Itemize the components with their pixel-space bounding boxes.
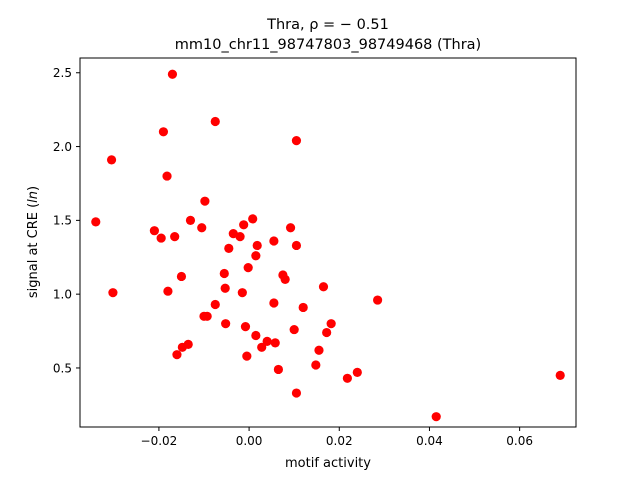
y-tick-label: 1.5 — [53, 214, 72, 228]
data-point — [172, 350, 182, 360]
data-point — [221, 319, 231, 329]
data-point — [240, 322, 251, 332]
plot-frame — [79, 57, 577, 428]
x-tick-label: 0.02 — [326, 434, 353, 448]
data-point — [291, 388, 302, 398]
x-tick-label: 0.00 — [236, 434, 263, 448]
data-point — [298, 302, 308, 313]
data-point — [262, 336, 272, 346]
data-point — [269, 236, 279, 246]
data-point — [248, 214, 258, 224]
x-tick-label: 0.06 — [506, 434, 533, 448]
data-point — [162, 171, 172, 181]
data-point — [251, 251, 261, 261]
data-point — [220, 283, 230, 293]
data-point — [273, 364, 283, 375]
y-tick-label: 2.0 — [53, 140, 72, 154]
data-point — [555, 370, 565, 380]
data-point — [183, 339, 193, 349]
data-point — [200, 196, 210, 206]
data-point — [149, 226, 159, 236]
data-point — [291, 136, 302, 146]
data-point — [210, 299, 220, 310]
data-point — [167, 69, 178, 79]
data-point — [342, 373, 352, 383]
data-point — [352, 367, 362, 377]
data-point — [311, 360, 321, 370]
data-point — [156, 233, 166, 243]
data-point — [431, 412, 441, 422]
data-point — [158, 127, 169, 137]
data-point — [106, 155, 117, 165]
points-layer — [91, 69, 565, 422]
data-point — [108, 288, 118, 298]
data-point — [326, 319, 336, 329]
data-point — [252, 240, 262, 251]
chart-title-line1: Thra, ρ = − 0.51 — [266, 17, 389, 33]
x-axis-label: motif activity — [285, 456, 371, 471]
chart-title-line2: mm10_chr11_98747803_98749468 (Thra) — [175, 37, 481, 53]
x-ticks: −0.02 0.00 0.02 0.04 0.06 — [141, 427, 533, 448]
y-tick-label: 2.5 — [53, 66, 72, 80]
data-point — [210, 116, 220, 127]
data-point — [219, 268, 229, 279]
data-point — [314, 345, 324, 355]
data-point — [291, 240, 302, 251]
x-tick-label: 0.04 — [416, 434, 443, 448]
data-point — [251, 330, 261, 341]
data-point — [91, 217, 101, 227]
data-point — [289, 324, 299, 335]
data-point — [170, 232, 180, 242]
x-tick-label: −0.02 — [141, 434, 178, 448]
data-point — [269, 298, 279, 308]
data-point — [243, 262, 253, 273]
y-axis-label: signal at CRE (ln) — [26, 186, 41, 298]
data-point — [322, 327, 332, 338]
data-point — [163, 286, 173, 296]
data-point — [270, 338, 280, 348]
data-point — [235, 232, 245, 242]
data-point — [280, 274, 290, 284]
data-point — [242, 351, 252, 361]
data-point — [237, 288, 247, 298]
data-point — [285, 223, 296, 233]
y-tick-label: 0.5 — [53, 361, 72, 375]
data-point — [197, 223, 207, 233]
y-ticks: 0.5 1.0 1.5 2.0 2.5 — [53, 66, 80, 375]
data-point — [239, 220, 249, 230]
y-tick-label: 1.0 — [53, 287, 72, 301]
data-point — [257, 342, 267, 352]
data-point — [176, 271, 187, 282]
data-point — [202, 311, 212, 321]
data-point — [224, 243, 234, 253]
data-point — [185, 215, 196, 225]
data-point — [373, 295, 383, 305]
data-point — [318, 282, 329, 292]
